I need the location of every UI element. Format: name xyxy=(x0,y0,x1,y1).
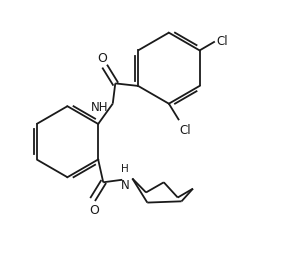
Text: O: O xyxy=(90,203,99,216)
Text: Cl: Cl xyxy=(216,35,228,47)
Text: NH: NH xyxy=(91,100,109,113)
Text: N: N xyxy=(121,179,129,192)
Text: O: O xyxy=(98,52,108,65)
Text: H: H xyxy=(121,164,129,174)
Text: Cl: Cl xyxy=(179,123,191,136)
